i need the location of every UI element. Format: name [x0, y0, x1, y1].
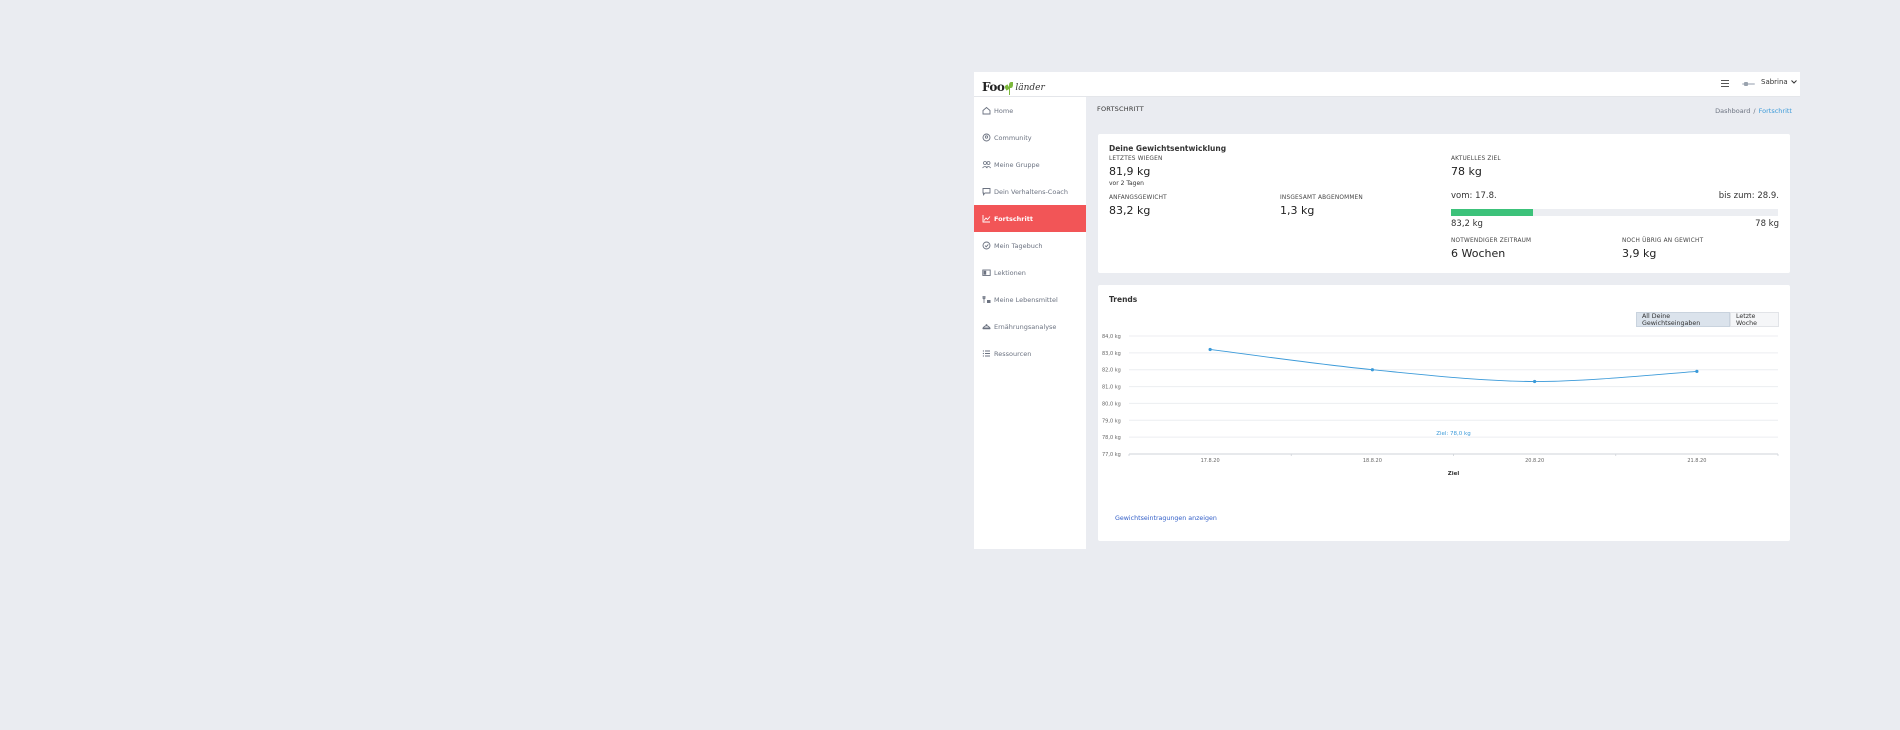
data-point [1695, 369, 1699, 373]
progress-end-value: 78 kg [1755, 219, 1779, 229]
remaining-weight-label: NOCH ÜBRIG AN GEWICHT [1622, 238, 1704, 244]
home-icon [982, 106, 991, 115]
sidebar-item-label: Mein Tagebuch [994, 241, 1043, 250]
y-tick-label: 81,0 kg [1102, 385, 1121, 391]
x-tick-label: 18.8.20 [1363, 458, 1382, 464]
sidebar-item-community[interactable]: Community [974, 124, 1086, 151]
data-point [1208, 347, 1212, 352]
y-tick-label: 82,0 kg [1102, 368, 1121, 374]
goal-until-date: bis zum: 28.9. [1718, 191, 1779, 201]
chat-icon [982, 187, 991, 196]
food-icon [982, 295, 991, 304]
list-icon [982, 349, 991, 358]
start-weight-value: 83,2 kg [1109, 204, 1151, 217]
page-header: FORTSCHRITT Dashboard / Fortschritt [1086, 97, 1800, 119]
current-goal-label: AKTUELLES ZIEL [1451, 156, 1501, 162]
chart-line-icon [982, 214, 991, 223]
sidebar-item-label: Ernährungsanalyse [994, 322, 1057, 331]
top-bar: Foo länder Sabrina [974, 72, 1800, 97]
sidebar-item-dein-verhaltens-coach[interactable]: Dein Verhaltens-Coach [974, 178, 1086, 205]
check-circle-icon [982, 241, 991, 250]
goal-progress-fill [1451, 209, 1533, 216]
duration-value: 6 Wochen [1451, 247, 1506, 260]
avatar[interactable] [1742, 81, 1755, 87]
sidebar-item-label: Lektionen [994, 268, 1026, 277]
sidebar-item-home[interactable]: Home [974, 97, 1086, 124]
show-weight-entries-link[interactable]: Gewichtseintragungen anzeigen [1115, 515, 1217, 522]
group-icon [982, 160, 991, 169]
community-icon [982, 133, 991, 142]
current-goal-value: 78 kg [1451, 165, 1482, 178]
goal-from-date: vom: 17.8. [1451, 191, 1497, 201]
y-tick-label: 78,0 kg [1102, 435, 1121, 441]
trends-card: Trends All Deine Gewichtseingaben Letzte… [1098, 285, 1790, 541]
start-weight-label: ANFANGSGEWICHT [1109, 195, 1167, 201]
trends-title: Trends [1109, 295, 1138, 304]
sprout-icon [1004, 81, 1014, 95]
toggle-all-entries[interactable]: All Deine Gewichtseingaben [1636, 312, 1730, 327]
logo-subtext: länder [1015, 83, 1045, 93]
logo-text: Foo [982, 80, 1005, 94]
toggle-last-week[interactable]: Letzte Woche [1730, 312, 1779, 327]
menu-icon[interactable] [1721, 80, 1729, 87]
y-tick-label: 79,0 kg [1102, 418, 1121, 424]
y-tick-label: 77,0 kg [1102, 452, 1121, 458]
chevron-down-icon [1790, 78, 1797, 86]
sidebar-item-label: Ressourcen [994, 349, 1032, 358]
weight-series-line [1210, 349, 1697, 382]
sidebar-item-lektionen[interactable]: Lektionen [974, 259, 1086, 286]
weight-card: Deine Gewichtsentwicklung LETZTES WIEGEN… [1098, 134, 1790, 273]
breadcrumb-dashboard[interactable]: Dashboard [1715, 107, 1751, 115]
x-tick-label: 17.8.20 [1201, 458, 1220, 464]
sidebar: Home Community Meine Gruppe Dein Verhaltens… [974, 97, 1086, 549]
sidebar-item-label: Meine Gruppe [994, 160, 1040, 169]
sidebar-item-ressourcen[interactable]: Ressourcen [974, 340, 1086, 367]
goal-progress-bar [1451, 209, 1778, 216]
sidebar-item-meine-lebensmittel[interactable]: Meine Lebensmittel [974, 286, 1086, 313]
y-tick-label: 84,0 kg [1102, 334, 1121, 340]
total-lost-value: 1,3 kg [1280, 204, 1315, 217]
sidebar-item-mein-tagebuch[interactable]: Mein Tagebuch [974, 232, 1086, 259]
data-point [1533, 379, 1537, 384]
data-point [1370, 368, 1374, 372]
analysis-icon [982, 322, 991, 331]
duration-label: NOTWENDIGER ZEITRAUM [1451, 238, 1532, 244]
total-lost-label: INSGESAMT ABGENOMMEN [1280, 195, 1363, 201]
user-name: Sabrina [1761, 78, 1788, 86]
last-weigh-ago: vor 2 Tagen [1109, 180, 1144, 187]
sidebar-item-meine-gruppe[interactable]: Meine Gruppe [974, 151, 1086, 178]
progress-start-value: 83,2 kg [1451, 219, 1483, 229]
sidebar-item-fortschritt[interactable]: Fortschritt [974, 205, 1086, 232]
book-icon [982, 268, 991, 277]
user-menu[interactable]: Sabrina [1761, 78, 1797, 86]
last-weigh-value: 81,9 kg [1109, 165, 1151, 178]
app-window: Foo länder Sabrina Home Community Meine Gr… [974, 72, 1800, 549]
breadcrumb-current: Fortschritt [1758, 107, 1792, 115]
sidebar-item-ernährungsanalyse[interactable]: Ernährungsanalyse [974, 313, 1086, 340]
brand-logo[interactable]: Foo länder [982, 75, 1045, 95]
sidebar-item-label: Dein Verhaltens-Coach [994, 187, 1068, 196]
goal-label: Ziel: 78,0 kg [1436, 431, 1470, 437]
page-title: FORTSCHRITT [1097, 105, 1144, 113]
remaining-weight-value: 3,9 kg [1622, 247, 1657, 260]
x-tick-label: 21.8.20 [1687, 458, 1706, 464]
sidebar-item-label: Fortschritt [994, 214, 1033, 223]
last-weigh-label: LETZTES WIEGEN [1109, 156, 1163, 162]
y-tick-label: 80,0 kg [1102, 401, 1121, 407]
x-tick-label: 20.8.20 [1525, 458, 1544, 464]
breadcrumb-separator: / [1753, 107, 1756, 115]
x-axis-title: Ziel [1448, 471, 1460, 477]
y-tick-label: 83,0 kg [1102, 351, 1121, 357]
sidebar-item-label: Home [994, 106, 1014, 115]
sidebar-item-label: Community [994, 133, 1032, 142]
weight-trend-chart: 84,0 kg 83,0 kg 82,0 kg 81,0 kg 80,0 kg 79,0 … [1102, 334, 1779, 477]
sidebar-item-label: Meine Lebensmittel [994, 295, 1058, 304]
weight-card-title: Deine Gewichtsentwicklung [1109, 144, 1227, 153]
breadcrumb: Dashboard / Fortschritt [1715, 107, 1792, 115]
